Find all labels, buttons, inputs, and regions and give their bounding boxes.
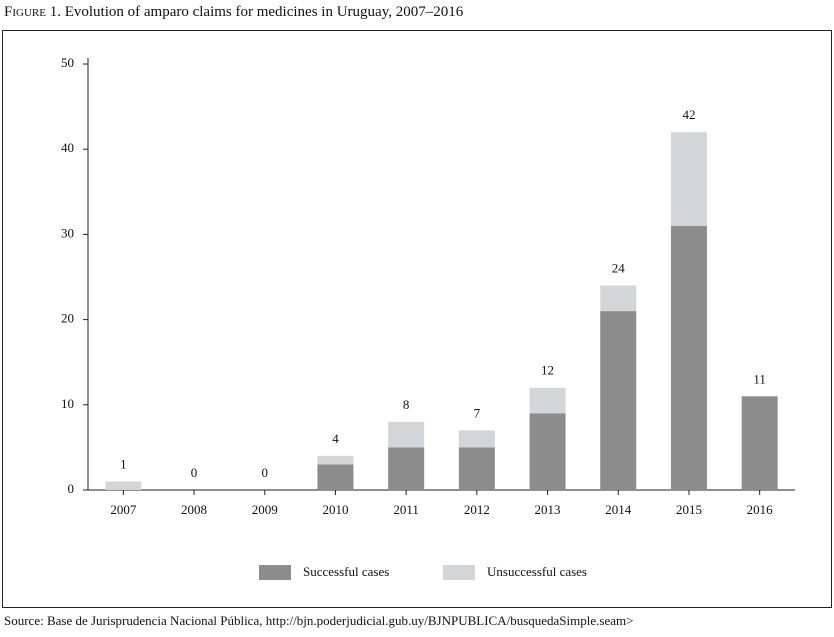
x-tick-label: 2015: [676, 502, 702, 517]
bar-segment: [600, 311, 637, 490]
bar-segment: [741, 396, 778, 490]
total-label: 1: [120, 456, 127, 471]
x-tick-label: 2010: [322, 502, 348, 517]
bar-segment: [458, 430, 495, 448]
y-tick-label: 10: [61, 396, 74, 411]
total-label: 0: [191, 465, 198, 480]
y-tick-label: 30: [61, 225, 74, 240]
x-tick-label: 2014: [605, 502, 632, 517]
x-tick-label: 2012: [464, 502, 490, 517]
title-text: Evolution of amparo claims for medicines…: [65, 4, 464, 20]
bar-segment: [600, 285, 637, 312]
x-tick-label: 2007: [110, 502, 137, 517]
source-note: Source: Base de Jurisprudencia Nacional …: [4, 613, 633, 628]
total-label: 24: [612, 261, 626, 276]
y-tick-label: 40: [61, 140, 74, 155]
chart-title: Figure 1. Evolution of amparo claims for…: [4, 4, 464, 20]
x-tick-label: 2016: [747, 502, 774, 517]
y-tick-label: 50: [61, 55, 74, 70]
legend-label: Successful cases: [303, 564, 389, 579]
legend-swatch: [259, 565, 291, 580]
total-label: 8: [403, 397, 410, 412]
bar-segment: [458, 447, 495, 490]
figure-label: Figure 1.: [4, 4, 61, 20]
bar-segment: [317, 464, 354, 490]
bar-segment: [388, 447, 425, 490]
x-tick-label: 2013: [535, 502, 561, 517]
x-tick-label: 2009: [252, 502, 278, 517]
total-label: 11: [753, 371, 766, 386]
total-label: 12: [541, 363, 554, 378]
total-label: 0: [262, 465, 269, 480]
frame: [2, 30, 832, 608]
legend-label: Unsuccessful cases: [487, 564, 587, 579]
total-label: 7: [474, 405, 481, 420]
x-tick-label: 2008: [181, 502, 207, 517]
bar-segment: [670, 225, 707, 490]
legend-swatch: [443, 565, 475, 580]
y-tick-label: 20: [61, 311, 74, 326]
bar-segment: [529, 413, 566, 490]
bar-segment: [529, 387, 566, 414]
x-tick-label: 2011: [393, 502, 419, 517]
total-label: 42: [682, 107, 695, 122]
bar-segment: [317, 455, 354, 465]
bar-segment: [388, 421, 425, 448]
bar-segment: [105, 481, 142, 490]
bar-segment: [670, 132, 707, 226]
total-label: 4: [332, 431, 339, 446]
y-tick-label: 0: [68, 481, 75, 496]
